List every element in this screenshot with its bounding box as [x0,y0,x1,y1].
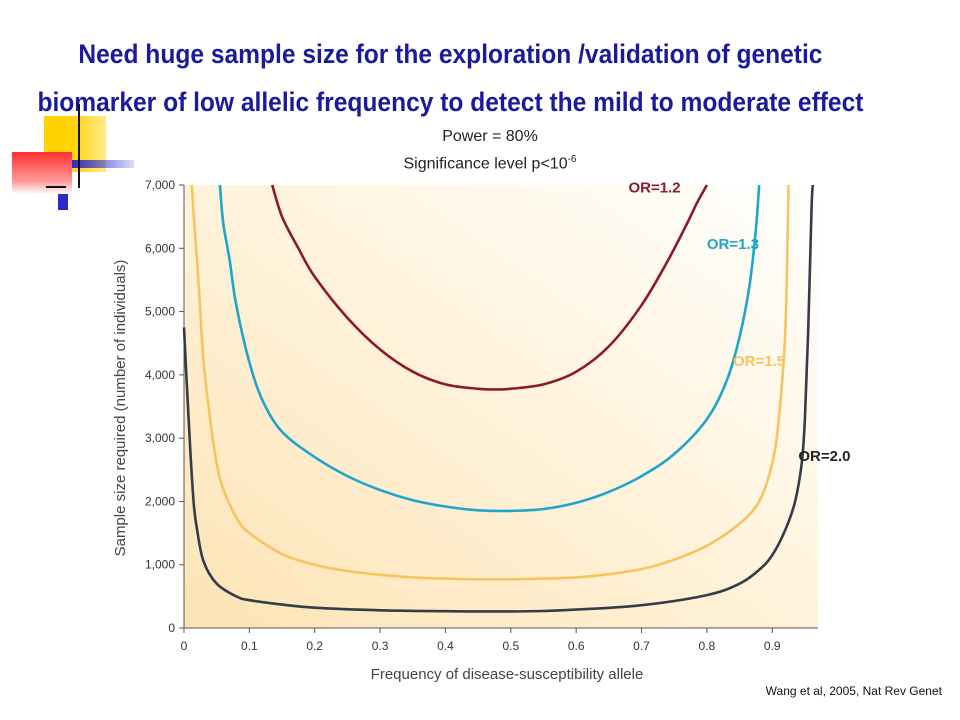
y-tick-label: 7,000 [145,178,175,192]
plot-background [184,185,818,628]
slide-title-line2: biomarker of low allelic frequency to de… [37,87,864,117]
y-tick-label: 1,000 [145,558,175,572]
y-tick-label: 5,000 [145,305,175,319]
x-axis-label: Frequency of disease-susceptibility alle… [371,666,644,683]
x-tick-label: 0.1 [241,639,258,653]
series-lines [182,184,815,613]
series-label-2: OR=1.3 [707,236,759,253]
series-line-2 [218,184,761,513]
x-tick-label: 0.3 [372,639,389,653]
decor-blue-square [58,194,68,210]
significance-text: Significance level p<10-6 [330,154,650,173]
significance-exponent: -6 [567,154,577,165]
y-tick-label: 0 [168,621,175,635]
citation: Wang et al, 2005, Nat Rev Genet [765,684,942,698]
x-tick-label: 0.5 [502,639,519,653]
x-tick-label: 0.4 [437,639,454,653]
axes: 0 0.1 0.2 0.3 0.4 0.5 0.6 0.7 0.8 0.9 0 1,000 2,000 3… [145,178,818,653]
series-label-4: OR=2.0 [798,448,850,465]
x-tick-label: 0.7 [633,639,650,653]
series-label-1: OR=1.2 [628,180,680,197]
y-tick-label: 3,000 [145,431,175,445]
decor-vertical-line [78,104,80,188]
x-tick-label: 0.8 [699,639,716,653]
decor-blue-bar [44,160,134,168]
decor-horizontal-line [46,186,66,188]
series-line-3 [190,184,790,581]
series-line-4 [182,184,815,613]
series-labels: OR=1.2 OR=1.3 OR=1.5 OR=2.0 [628,180,850,465]
y-axis-label: Sample size required (number of individu… [112,260,129,557]
slide-title-line1: Need huge sample size for the exploratio… [78,39,823,69]
series-label-3: OR=1.5 [733,353,785,370]
y-tick-label: 2,000 [145,494,175,508]
power-text: Power = 80% [442,128,538,145]
x-tick-label: 0.9 [764,639,781,653]
x-tick-label: 0.2 [306,639,323,653]
series-line-1 [270,184,709,391]
y-tick-label: 6,000 [145,241,175,255]
x-tick-label: 0 [181,639,188,653]
slide-title: Need huge sample size for the exploratio… [0,30,901,126]
significance-label: Significance level p<10 [403,155,568,173]
y-tick-label: 4,000 [145,368,175,382]
x-tick-label: 0.6 [568,639,585,653]
